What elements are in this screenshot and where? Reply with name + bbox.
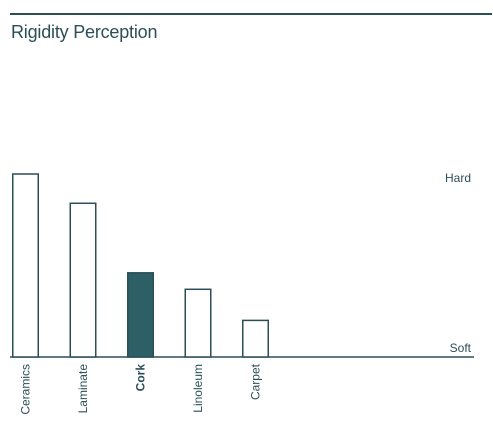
tick-label-ceramics: Ceramics: [19, 364, 33, 415]
bar-laminate: [69, 202, 97, 358]
bar-cork: [127, 272, 154, 358]
tick-label-carpet: Carpet: [249, 363, 263, 400]
tick-label-laminate: Laminate: [76, 364, 90, 414]
scale-label-soft: Soft: [449, 341, 471, 355]
bar-linoleum: [184, 288, 212, 358]
scale-label-hard: Hard: [444, 171, 471, 185]
chart-title: Rigidity Perception: [11, 22, 158, 42]
bar-ceramics: [12, 173, 39, 358]
tick-label-linoleum: Linoleum: [191, 364, 205, 413]
tick-label-cork: Cork: [134, 364, 148, 392]
top-rule: [10, 13, 492, 15]
bar-carpet: [242, 319, 269, 358]
